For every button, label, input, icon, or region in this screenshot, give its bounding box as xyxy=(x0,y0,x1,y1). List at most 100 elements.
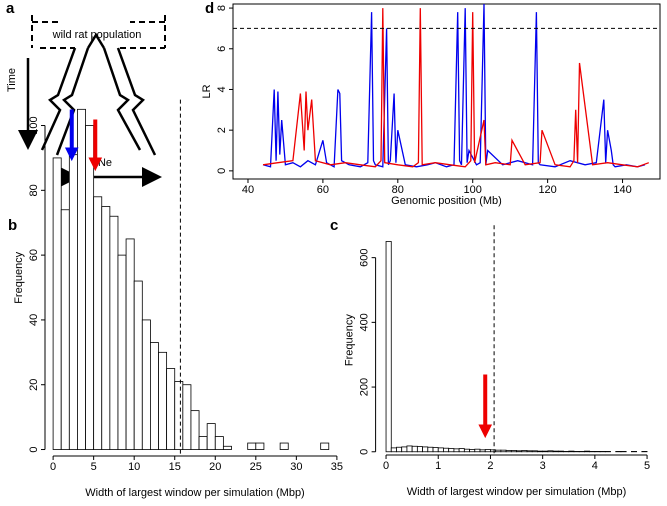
hist-bar xyxy=(321,443,329,449)
hist-bar xyxy=(183,385,191,450)
x-tick-label: 30 xyxy=(290,461,302,473)
x-tick-label: 3 xyxy=(540,460,546,472)
hist-bar xyxy=(391,448,396,452)
hist-bar xyxy=(454,449,459,452)
hist-bar xyxy=(134,281,142,449)
hist-bar xyxy=(86,126,94,450)
hist-bar xyxy=(449,449,454,452)
hist-bar xyxy=(142,320,150,450)
panel-label: a xyxy=(6,0,15,17)
hist-bar xyxy=(53,158,61,450)
hist-bar xyxy=(464,449,469,452)
hist-bar xyxy=(490,450,495,452)
hist-bar xyxy=(386,241,391,451)
y-tick-label: 400 xyxy=(359,313,371,331)
y-tick-label: 80 xyxy=(28,184,40,196)
y-tick-label: 4 xyxy=(216,86,228,92)
x-tick-label: 2 xyxy=(487,460,493,472)
hist-bar xyxy=(396,447,401,452)
hist-bar xyxy=(548,451,553,452)
x-tick-label: 10 xyxy=(128,461,140,473)
hist-bar xyxy=(167,369,175,450)
x-tick-label: 40 xyxy=(242,184,254,196)
hist-bar xyxy=(501,450,506,452)
hist-bar xyxy=(248,443,256,449)
x-axis-label: Width of largest window per simulation (… xyxy=(407,486,626,498)
hist-bar xyxy=(207,424,215,450)
hist-bar xyxy=(423,447,428,452)
y-tick-label: 8 xyxy=(216,5,228,11)
y-tick-label: 0 xyxy=(216,168,228,174)
hist-bar xyxy=(159,352,167,449)
hist-bar xyxy=(417,447,422,452)
hist-bar xyxy=(407,446,412,452)
diagram-title: wild rat population xyxy=(52,29,142,41)
y-axis-label: LR xyxy=(201,84,213,98)
hist-bar xyxy=(475,449,480,452)
hist-bar xyxy=(118,255,126,449)
x-tick-label: 120 xyxy=(538,184,556,196)
y-tick-label: 60 xyxy=(28,249,40,261)
hist-bar xyxy=(215,437,223,450)
hist-bar xyxy=(537,451,542,452)
hist-bar xyxy=(126,239,134,450)
hist-bar xyxy=(459,449,464,452)
x-tick-label: 25 xyxy=(250,461,262,473)
arrow xyxy=(66,110,78,160)
y-tick-label: 0 xyxy=(359,449,371,455)
hist-bar xyxy=(584,451,589,452)
hist-bar xyxy=(558,451,563,452)
panel-label: c xyxy=(330,217,338,234)
hist-bar xyxy=(511,450,516,451)
hist-bar xyxy=(61,210,69,450)
hist-bar xyxy=(110,216,118,449)
x-tick-label: 5 xyxy=(91,461,97,473)
hist-bar xyxy=(470,450,475,452)
hist-bar xyxy=(506,450,511,451)
hist-bar xyxy=(496,450,501,452)
hist-bar xyxy=(191,411,199,450)
x-axis-label: Width of largest window per simulation (… xyxy=(85,487,304,499)
arrow xyxy=(479,375,491,437)
x-tick-label: 60 xyxy=(317,184,329,196)
x-tick-label: 15 xyxy=(169,461,181,473)
y-tick-label: 100 xyxy=(28,116,40,134)
x-tick-label: 4 xyxy=(592,460,598,472)
hist-bar xyxy=(102,207,110,450)
hist-bar xyxy=(438,448,443,452)
y-tick-label: 600 xyxy=(359,248,371,266)
x-tick-label: 1 xyxy=(435,460,441,472)
hist-bar xyxy=(280,443,288,449)
x-axis-label: Genomic position (Mb) xyxy=(391,195,502,207)
hist-bar xyxy=(569,451,574,452)
hist-bar xyxy=(485,450,490,452)
hist-bar xyxy=(77,109,85,449)
y-axis-label: Frequency xyxy=(344,314,356,366)
x-tick-label: 0 xyxy=(383,460,389,472)
panel-label: b xyxy=(8,217,17,234)
hist-bar xyxy=(69,155,77,450)
time-label: Time xyxy=(6,68,18,92)
hist-bar xyxy=(256,443,264,449)
hist-bar xyxy=(443,448,448,452)
hist-bar xyxy=(402,447,407,452)
x-tick-label: 0 xyxy=(50,461,56,473)
y-tick-label: 0 xyxy=(28,446,40,452)
x-tick-label: 20 xyxy=(209,461,221,473)
hist-bar xyxy=(150,343,158,450)
y-tick-label: 2 xyxy=(216,127,228,133)
y-tick-label: 200 xyxy=(359,378,371,396)
hist-bar xyxy=(532,451,537,452)
y-axis-label: Frequency xyxy=(13,251,25,303)
hist-bar xyxy=(522,450,527,451)
hist-bar xyxy=(527,451,532,452)
panel-label: d xyxy=(205,0,214,17)
hist-bar xyxy=(223,446,231,449)
hist-bar xyxy=(543,451,548,452)
hist-bar xyxy=(412,446,417,451)
plot-box xyxy=(233,4,660,179)
x-tick-label: 35 xyxy=(331,461,343,473)
hist-bar xyxy=(94,197,102,450)
hist-bar xyxy=(175,381,183,449)
